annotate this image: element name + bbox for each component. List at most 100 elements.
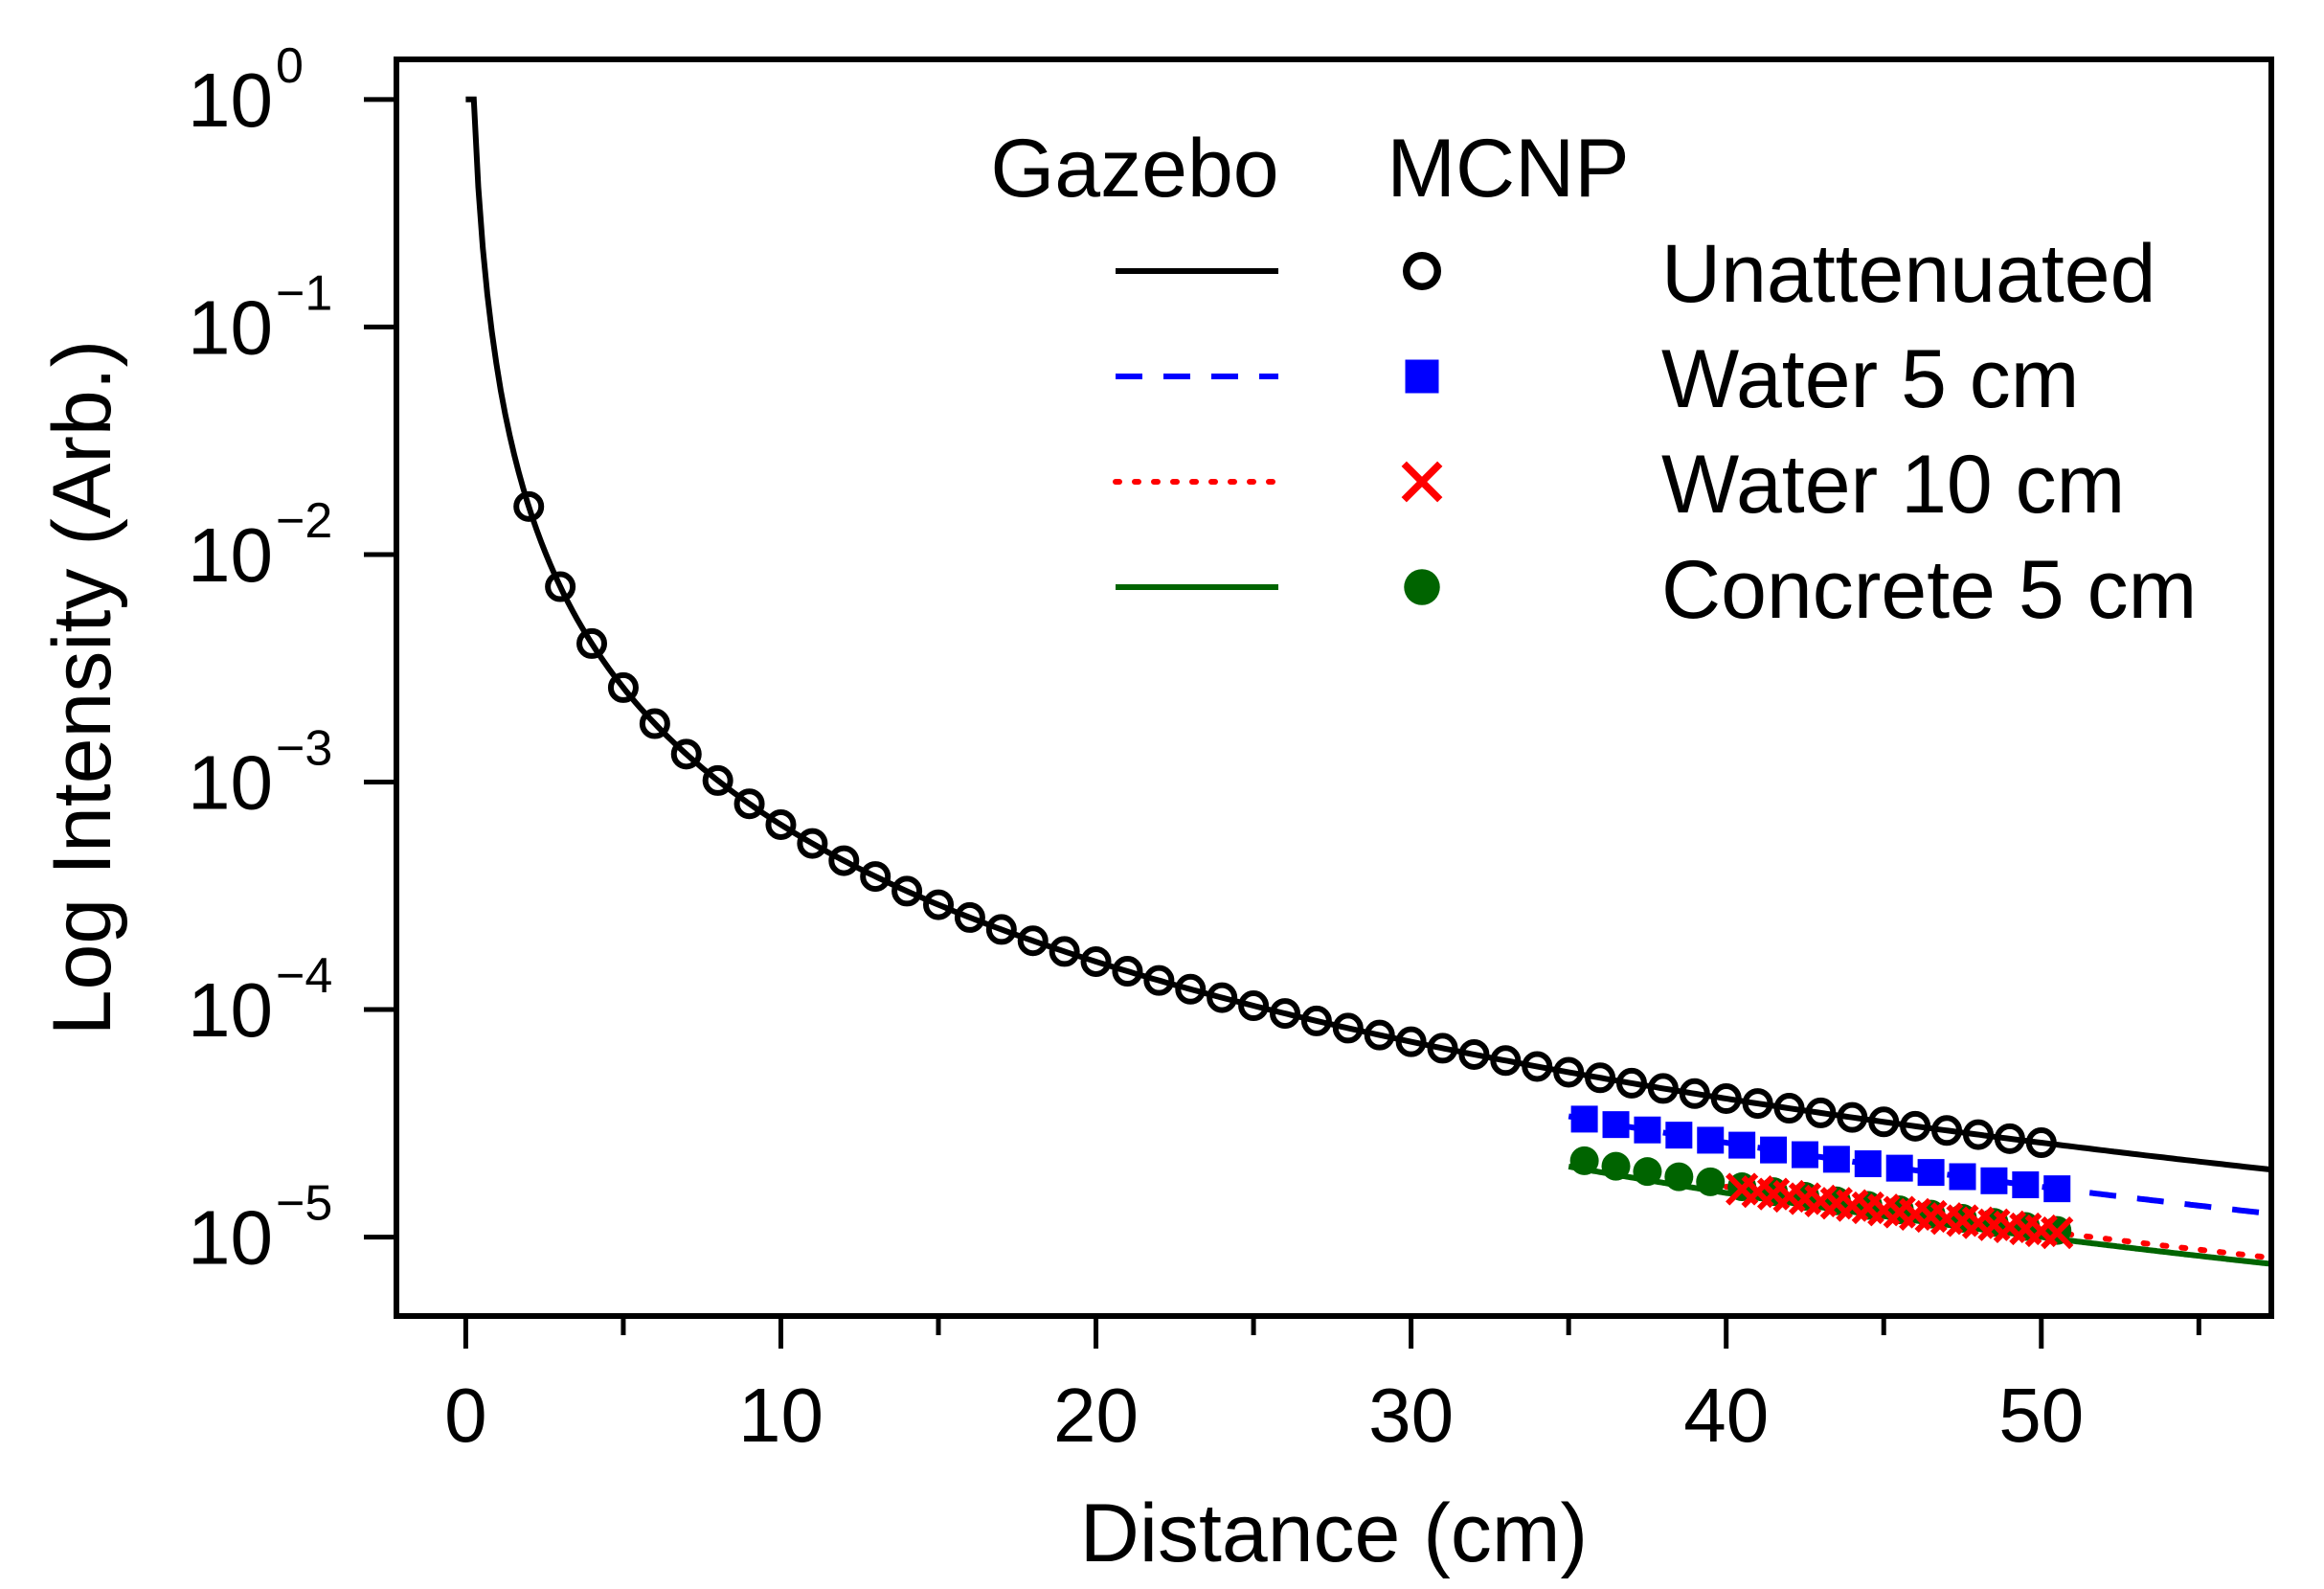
point-unattenuated (1994, 1123, 2025, 1154)
legend-label-water-5cm: Water 5 cm (1661, 333, 2079, 425)
point-water-5-cm (1980, 1167, 2008, 1194)
point-unattenuated (1207, 982, 1238, 1013)
point-unattenuated (1585, 1062, 1616, 1094)
point-unattenuated (1679, 1078, 1710, 1109)
legend-label-unattenuated: Unattenuated (1661, 228, 2155, 320)
point-water-5-cm (2012, 1171, 2040, 1199)
point-water-5-cm (1728, 1131, 1756, 1159)
point-water-5-cm (1917, 1159, 1945, 1187)
x-axis: 0 10 20 30 40 50 (444, 1316, 2201, 1458)
point-unattenuated (828, 845, 860, 876)
point-unattenuated (733, 788, 765, 820)
series-markers (513, 490, 2074, 1250)
y-tick-exponent: −5 (276, 1176, 332, 1232)
point-unattenuated (1837, 1101, 1868, 1133)
point-water-5-cm (1949, 1163, 1976, 1191)
legend-marker-water-10-cm (1401, 461, 1443, 503)
point-unattenuated (1742, 1088, 1773, 1120)
point-unattenuated (1490, 1045, 1522, 1077)
y-tick-label: 10 (188, 1195, 273, 1281)
point-water-5-cm (1697, 1126, 1725, 1154)
y-tick-label: 10 (188, 967, 273, 1053)
legend-marker-unattenuated (1403, 252, 1441, 290)
point-unattenuated (1238, 990, 1270, 1022)
point-unattenuated (1458, 1038, 1490, 1070)
point-unattenuated (1900, 1110, 1931, 1142)
y-tick-label: 10 (188, 740, 273, 826)
point-concrete-5-cm (1696, 1167, 1726, 1196)
point-water-5-cm (1885, 1154, 1913, 1182)
point-unattenuated (1143, 965, 1175, 996)
x-tick-label: 10 (738, 1373, 824, 1458)
point-unattenuated (2025, 1127, 2057, 1159)
point-unattenuated (797, 828, 828, 859)
point-water-5-cm (1665, 1122, 1693, 1149)
point-unattenuated (985, 914, 1017, 945)
point-unattenuated (1300, 1005, 1332, 1036)
point-water-10-cm (2041, 1215, 2074, 1250)
point-unattenuated (545, 571, 576, 602)
legend-marker-water-5-cm (1405, 359, 1439, 394)
point-unattenuated (1112, 956, 1143, 987)
y-tick-exponent: −1 (276, 265, 332, 321)
legend-marker-concrete-5-cm (1404, 569, 1440, 605)
point-unattenuated (923, 889, 955, 920)
y-tick-exponent: −2 (276, 493, 332, 549)
point-water-5-cm (1854, 1150, 1882, 1178)
legend-rows (1113, 252, 1443, 605)
point-unattenuated (1080, 945, 1112, 977)
point-unattenuated (765, 808, 797, 840)
point-unattenuated (1395, 1026, 1427, 1057)
point-water-5-cm (1760, 1136, 1788, 1164)
point-concrete-5-cm (1664, 1162, 1694, 1192)
point-unattenuated (1175, 973, 1207, 1005)
point-concrete-5-cm (1569, 1146, 1599, 1175)
point-water-5-cm (1570, 1105, 1598, 1133)
y-axis-title: Log Intensity (Arb.) (36, 340, 128, 1036)
y-tick-exponent: −4 (276, 948, 332, 1004)
point-water-5-cm (1602, 1111, 1630, 1139)
y-tick-exponent: 0 (276, 38, 304, 94)
line-water-10-cm (1723, 1184, 2274, 1261)
y-tick-exponent: −3 (276, 721, 332, 777)
point-unattenuated (607, 671, 639, 703)
point-water-5-cm (1822, 1146, 1850, 1173)
point-unattenuated (891, 875, 923, 907)
point-unattenuated (1269, 998, 1300, 1030)
point-unattenuated (1931, 1115, 1963, 1146)
point-unattenuated (639, 708, 670, 739)
point-unattenuated (1049, 936, 1080, 967)
point-unattenuated (1773, 1093, 1805, 1124)
point-unattenuated (1017, 925, 1049, 957)
point-water-5-cm (2043, 1175, 2071, 1203)
point-unattenuated (1553, 1056, 1585, 1088)
x-axis-title: Distance (cm) (1080, 1487, 1588, 1579)
point-unattenuated (1522, 1051, 1553, 1082)
point-unattenuated (1962, 1119, 1994, 1150)
x-tick-label: 0 (444, 1373, 487, 1458)
x-tick-label: 30 (1368, 1373, 1454, 1458)
x-tick-label: 20 (1053, 1373, 1139, 1458)
y-tick-label: 10 (188, 512, 273, 598)
x-tick-label: 50 (1998, 1373, 2084, 1458)
x-tick-label: 40 (1683, 1373, 1769, 1458)
point-water-5-cm (1634, 1116, 1661, 1144)
point-unattenuated (670, 738, 702, 770)
point-unattenuated (702, 764, 733, 796)
point-unattenuated (513, 490, 545, 522)
legend: Gazebo MCNP Unattenuated Water 5 cm Wate… (990, 123, 2197, 636)
point-unattenuated (1615, 1067, 1647, 1099)
point-unattenuated (1332, 1012, 1364, 1044)
point-concrete-5-cm (1601, 1151, 1631, 1181)
plot-frame (394, 57, 2274, 1319)
point-unattenuated (1427, 1033, 1458, 1064)
point-unattenuated (860, 861, 891, 893)
point-concrete-5-cm (1633, 1157, 1662, 1187)
point-water-5-cm (1791, 1141, 1818, 1169)
y-tick-label: 10 (188, 57, 273, 143)
point-unattenuated (576, 627, 608, 659)
legend-label-water-10cm: Water 10 cm (1661, 439, 2125, 531)
point-unattenuated (1364, 1019, 1395, 1051)
